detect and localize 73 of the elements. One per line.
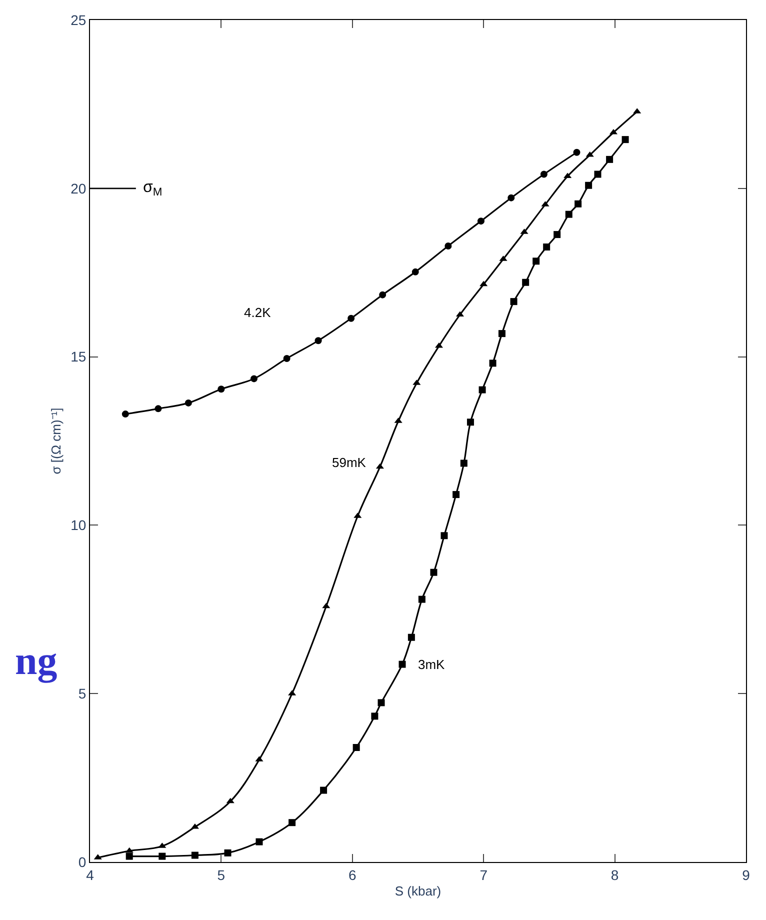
point — [452, 491, 460, 498]
point — [352, 744, 360, 751]
text: 4.2K — [244, 305, 272, 320]
point — [444, 242, 452, 250]
point — [522, 278, 530, 286]
point — [190, 823, 199, 829]
point — [122, 410, 129, 418]
point — [594, 170, 602, 178]
y-tick-label: 25 — [70, 12, 86, 28]
point — [466, 418, 474, 426]
x-tick-label: 4 — [86, 866, 94, 883]
point — [184, 399, 192, 406]
point — [288, 819, 296, 826]
y-tick-label: 15 — [70, 348, 86, 365]
x-tick-label: 9 — [742, 866, 750, 883]
point — [564, 172, 572, 178]
point — [376, 463, 384, 469]
x-tick-label: 5 — [217, 866, 226, 883]
point — [477, 218, 484, 225]
point — [543, 244, 550, 250]
y-axis-title: σ [(Ω cm)⁻¹] — [48, 408, 64, 474]
x-tick-label: 6 — [348, 866, 356, 883]
point — [510, 298, 518, 306]
point — [348, 314, 355, 322]
point — [574, 200, 582, 208]
point — [371, 712, 378, 720]
y-tick-label: 10 — [70, 517, 86, 534]
y-tick-label: 20 — [70, 180, 86, 196]
point — [322, 602, 330, 608]
y-tick-label: 5 — [78, 686, 86, 702]
series-label: 3mK — [418, 657, 446, 672]
point — [412, 268, 419, 276]
point — [256, 838, 263, 846]
point — [158, 852, 166, 860]
point — [125, 847, 134, 853]
point — [408, 634, 415, 641]
x-tick-label: 8 — [610, 866, 619, 883]
point — [226, 798, 234, 804]
x-axis-title: S (kbar) — [394, 883, 442, 898]
point — [398, 660, 406, 668]
point — [126, 852, 133, 860]
point — [554, 231, 561, 238]
ref-line-label: σ$_{M}$ — [143, 179, 162, 198]
x-tick-label: 7 — [480, 866, 488, 883]
point — [498, 330, 506, 338]
point — [573, 148, 580, 156]
point — [378, 699, 385, 706]
point — [585, 182, 592, 189]
point — [283, 354, 290, 362]
series-label: 59mK — [332, 455, 366, 470]
point — [191, 852, 198, 859]
point — [478, 386, 486, 394]
point — [320, 786, 328, 794]
point — [508, 194, 515, 202]
point — [224, 849, 232, 856]
point — [532, 258, 540, 265]
point — [418, 596, 426, 603]
point — [565, 210, 572, 218]
point — [460, 460, 468, 467]
point — [250, 375, 258, 382]
point — [489, 360, 496, 367]
text: ng — [15, 638, 58, 683]
point — [154, 405, 162, 412]
point — [379, 291, 386, 298]
point — [430, 568, 438, 576]
y-tick-label: 0 — [78, 854, 86, 870]
point — [622, 136, 629, 144]
point — [218, 386, 225, 393]
point — [480, 280, 488, 286]
point — [440, 532, 448, 540]
point — [540, 170, 548, 178]
point — [606, 156, 614, 163]
point — [314, 337, 322, 344]
